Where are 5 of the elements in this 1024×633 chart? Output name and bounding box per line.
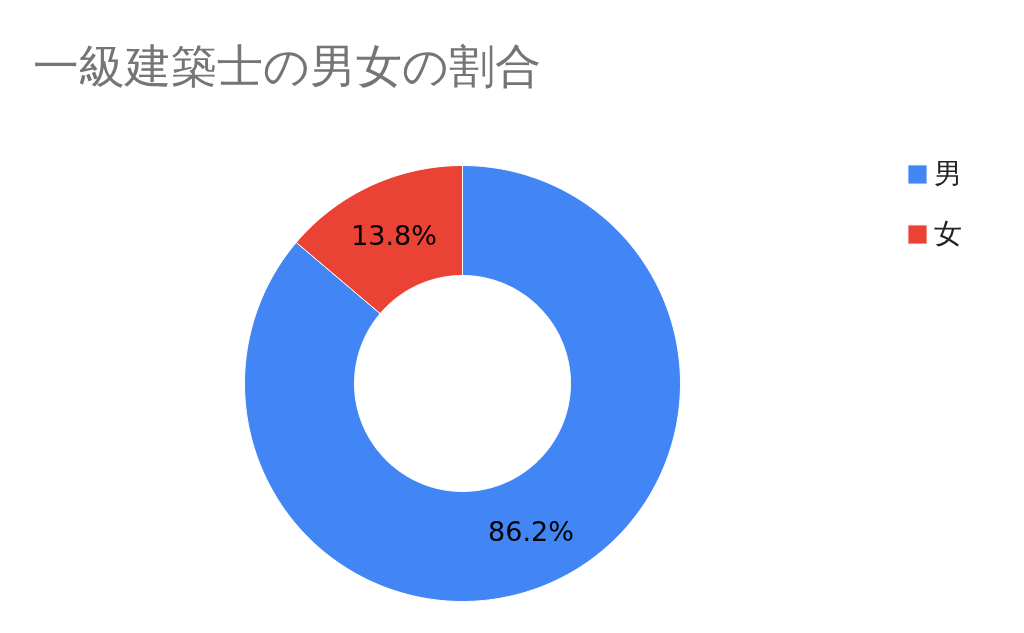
data-label: 13.8% (351, 220, 437, 252)
chart-title: 一級建築士の男女の割合 (32, 38, 541, 93)
legend-label: 男 (934, 156, 962, 192)
legend-label: 女 (934, 216, 962, 252)
data-label: 86.2% (488, 515, 574, 547)
